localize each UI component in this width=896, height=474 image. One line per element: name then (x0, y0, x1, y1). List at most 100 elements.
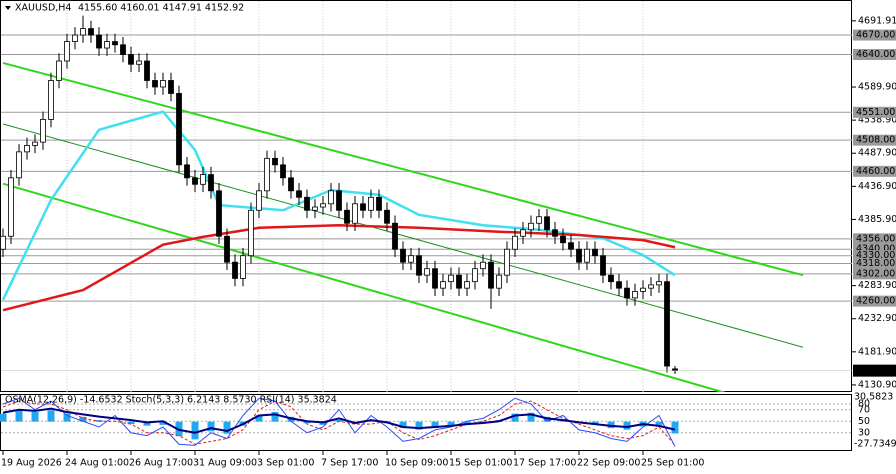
candle-body (168, 80, 174, 94)
level-label-box (853, 29, 896, 41)
candle-body (72, 34, 78, 42)
oscillator-tick-label: 30 (858, 427, 870, 438)
osma-bar (447, 421, 455, 427)
candle-body (80, 28, 86, 36)
candle-body (488, 261, 494, 289)
osma-bar (159, 421, 167, 425)
y-tick-label: 4385.90 (858, 214, 896, 225)
x-tick-label: 15 Sep 01:00 (449, 458, 512, 469)
oscillator-tick-label: 50 (858, 416, 870, 427)
level-label-box (853, 243, 896, 255)
x-tick-label: 22 Sep 09:00 (577, 458, 640, 469)
indicator-pane-frame (0, 394, 852, 451)
candle-body (48, 80, 54, 120)
candle-body (248, 209, 254, 257)
candle-body (552, 229, 558, 237)
candle-body (8, 177, 14, 237)
candle-body (600, 255, 606, 276)
candle-body (440, 281, 446, 289)
trend-line (2, 182, 726, 392)
osma-limit-label: 30.5823 (854, 392, 893, 403)
level-label: 4318.00 (856, 258, 895, 269)
candle-body (376, 196, 382, 211)
main-pane-frame (0, 0, 852, 392)
y-tick-label: 4487.90 (858, 148, 896, 159)
candle-body (144, 60, 150, 81)
level-label: 4302.00 (856, 268, 895, 279)
level-label: 4551.00 (856, 107, 895, 118)
ohlc-text: 4155.60 4160.01 4147.91 4152.92 (78, 3, 244, 14)
candle-body (136, 60, 142, 65)
candle-body (592, 248, 598, 257)
candle-body (200, 174, 206, 185)
candle-body (152, 80, 158, 88)
candle-body (528, 222, 534, 231)
indicator-plot (0, 397, 852, 447)
osma-bar (415, 421, 423, 430)
y-tick-label: 4232.90 (858, 313, 896, 324)
candle-body (240, 255, 246, 279)
main-plot (0, 15, 852, 392)
level-label-box (853, 257, 896, 269)
osma-bar (399, 421, 407, 429)
y-tick-label: 4283.90 (858, 280, 896, 291)
level-label: 4460.00 (856, 166, 895, 177)
y-tick-label: 4691.91 (858, 15, 896, 26)
candle-body (520, 229, 526, 237)
candle-body (224, 235, 230, 263)
candle-body (664, 281, 670, 367)
osma-bar (223, 421, 231, 434)
candle-body (632, 291, 638, 299)
rsi-line (2, 407, 676, 434)
oscillator-tick-label: 80 (858, 399, 870, 410)
candle-body (216, 190, 222, 237)
candle-body (96, 34, 102, 49)
candle-body (184, 164, 190, 179)
candle-body (392, 222, 398, 250)
osma-bar (79, 416, 87, 422)
osma-bar (271, 411, 279, 422)
menu-arrow (5, 6, 11, 10)
osma-bar (511, 413, 519, 422)
candle-body (232, 261, 238, 279)
y-tick-label: 4130.90 (858, 379, 896, 390)
candle-body (32, 141, 38, 146)
candle-body (88, 28, 94, 36)
candle-body (464, 281, 470, 289)
level-label: 4260.00 (856, 296, 895, 307)
stoch-signal-line (2, 400, 676, 446)
candle-body (112, 41, 118, 46)
candle-body (120, 44, 126, 55)
candle-body (472, 268, 478, 283)
current-price-box (853, 364, 896, 377)
level-label: 4640.00 (856, 49, 895, 60)
level-label-box (853, 250, 896, 262)
candle-body (424, 268, 430, 276)
candle-body (368, 196, 374, 211)
candle-body (192, 177, 198, 185)
osma-bar (367, 420, 375, 422)
osma-bar (671, 421, 679, 434)
candle-body (320, 203, 326, 208)
candle-body (624, 287, 630, 299)
y-tick-label: 4538.90 (858, 115, 896, 126)
candle-body (312, 206, 318, 211)
candle-body (544, 216, 550, 231)
osma-bar (143, 421, 151, 426)
trend-line (2, 61, 804, 277)
candle-body (504, 248, 510, 276)
osma-bar (623, 421, 631, 430)
osma-bar (47, 410, 55, 422)
candle-body (336, 190, 342, 211)
osma-bar (527, 412, 535, 422)
candle-body (272, 157, 278, 166)
osma-bar (191, 421, 199, 440)
candle-body (208, 174, 214, 192)
osma-bar (655, 421, 663, 425)
x-tick-label: 7 Sep 17:00 (321, 458, 378, 469)
candle-body (104, 41, 110, 49)
candle-body (384, 209, 390, 224)
candle-body (128, 54, 134, 65)
candle-body (448, 274, 454, 283)
candle-body (400, 248, 406, 263)
